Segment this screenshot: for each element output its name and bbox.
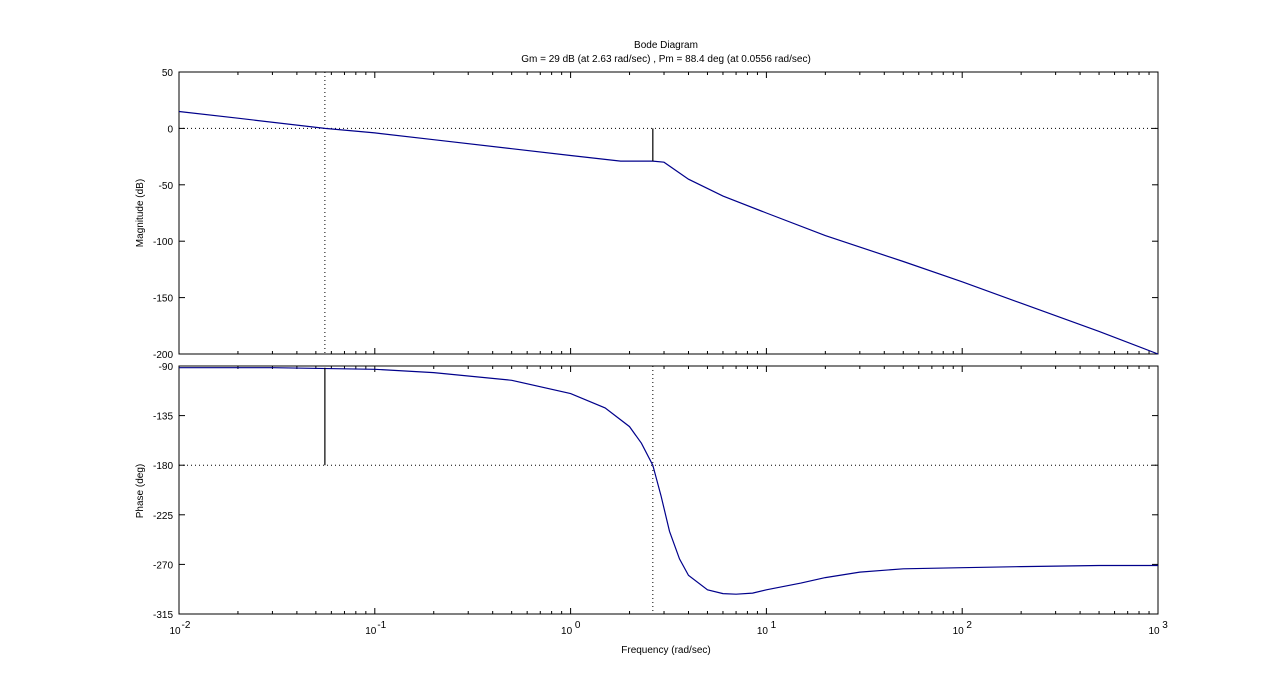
y-tick-label: -200	[153, 350, 173, 361]
y-tick-label: -100	[153, 237, 173, 248]
figure-title: Bode Diagram	[634, 40, 698, 51]
y-tick-label: 50	[162, 68, 174, 79]
magnitude-y-label: Magnitude (dB)	[135, 179, 146, 247]
magnitude-series-line	[178, 110, 1159, 355]
plot-frame	[178, 365, 1159, 615]
x-tick-label: 10	[953, 626, 965, 637]
x-tick-label-exponent: 0	[575, 620, 581, 631]
x-tick-label: 10	[365, 626, 377, 637]
x-tick-label: 10	[757, 626, 769, 637]
y-tick-label: -90	[159, 362, 174, 373]
phase-y-label: Phase (deg)	[135, 464, 146, 518]
phase-axes: -90-135-180-225-270-31510-210-1100101102…	[153, 362, 1168, 637]
x-tick-label-exponent: 2	[966, 620, 972, 631]
x-tick-label: 10	[1148, 626, 1160, 637]
x-axis-label: Frequency (rad/sec)	[621, 645, 710, 656]
x-tick-label-exponent: -2	[182, 620, 191, 631]
y-tick-label: -315	[153, 610, 173, 621]
x-tick-label-exponent: 3	[1162, 620, 1168, 631]
figure-subtitle: Gm = 29 dB (at 2.63 rad/sec) , Pm = 88.4…	[521, 54, 811, 65]
x-tick-label-exponent: -1	[377, 620, 386, 631]
y-tick-label: -180	[153, 461, 173, 472]
y-tick-label: -135	[153, 412, 173, 423]
y-tick-label: -50	[159, 181, 174, 192]
y-tick-label: -150	[153, 294, 173, 305]
x-tick-label: 10	[561, 626, 573, 637]
magnitude-axes: 50 0 -50 -100 -150 -200	[153, 68, 1159, 361]
y-tick-label: 0	[167, 124, 173, 135]
y-tick-label: -270	[153, 560, 173, 571]
x-tick-label: 10	[169, 626, 181, 637]
y-tick-label: -225	[153, 511, 173, 522]
plot-frame	[178, 71, 1159, 355]
x-tick-label-exponent: 1	[771, 620, 777, 631]
phase-series-line	[179, 367, 1158, 595]
